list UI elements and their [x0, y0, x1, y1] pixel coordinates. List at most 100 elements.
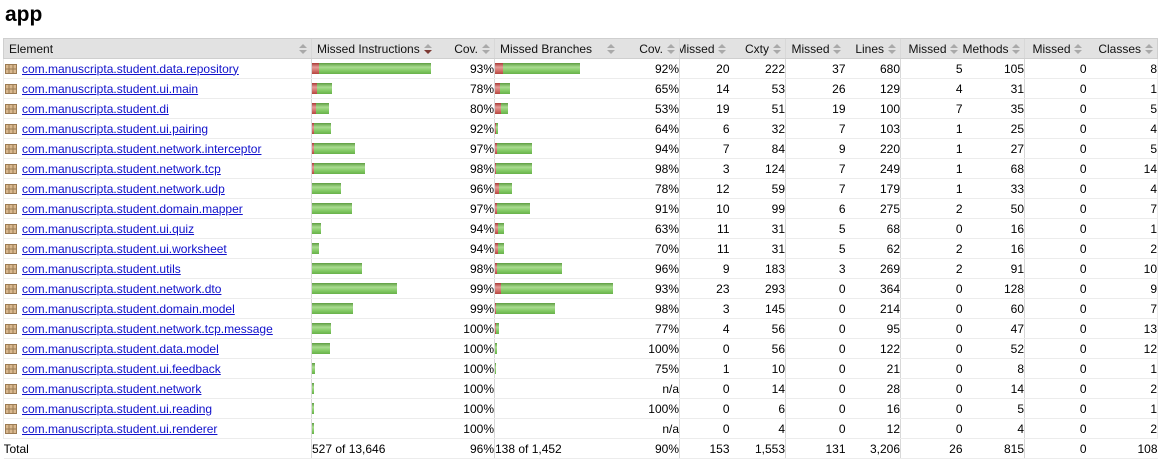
missed-methods: 0 [900, 358, 963, 379]
package-link[interactable]: com.manuscripta.student.utils [22, 261, 181, 276]
package-link[interactable]: com.manuscripta.student.data.repository [22, 61, 239, 76]
package-link[interactable]: com.manuscripta.student.ui.quiz [22, 221, 195, 236]
package-link[interactable]: com.manuscripta.student.network.intercep… [22, 141, 262, 156]
col-header-element[interactable]: Element [3, 38, 312, 59]
missed-classes: 0 [1024, 98, 1087, 119]
package-link[interactable]: com.manuscripta.student.network.tcp [22, 161, 221, 176]
package-link[interactable]: com.manuscripta.student.ui.pairing [22, 121, 209, 136]
instructions-coverage: 100% [437, 318, 495, 339]
branches-bar [495, 83, 620, 94]
col-header-label: Missed Branches [500, 41, 593, 56]
package-link[interactable]: com.manuscripta.student.ui.renderer [22, 421, 218, 436]
package-link[interactable]: com.manuscripta.student.ui.feedback [22, 361, 221, 376]
covered-bar-segment [496, 163, 532, 174]
branches-bar [496, 423, 620, 434]
package-icon [5, 223, 17, 234]
sort-arrows-icon [666, 43, 675, 54]
instructions-bar-cell [311, 298, 438, 319]
branches-bar-cell [494, 258, 620, 279]
col-header-branch-cov[interactable]: Cov. [619, 38, 680, 59]
cxty: 53 [729, 78, 786, 99]
col-header-classes[interactable]: Classes [1086, 38, 1158, 59]
package-link[interactable]: com.manuscripta.student.domain.model [22, 301, 235, 316]
table-row: com.manuscripta.student.network.intercep… [3, 138, 1158, 159]
table-row: com.manuscripta.student.network.tcp 98% 98… [3, 158, 1158, 179]
col-header-cxty[interactable]: Cxty [729, 38, 786, 59]
cxty: 4 [729, 418, 786, 439]
element-cell: com.manuscripta.student.network [3, 378, 312, 399]
missed-lines: 0 [785, 378, 846, 399]
branches-coverage: 78% [619, 178, 680, 199]
instructions-bar [312, 123, 438, 134]
missed-lines: 7 [785, 158, 846, 179]
missed-classes: 0 [1024, 378, 1087, 399]
lines: 28 [845, 378, 901, 399]
instructions-coverage: 80% [437, 98, 495, 119]
instructions-bar-cell [311, 98, 438, 119]
missed-bar-segment [495, 163, 496, 174]
instructions-coverage: 97% [437, 138, 495, 159]
branches-coverage: 93% [619, 278, 680, 299]
element-cell: com.manuscripta.student.domain.model [3, 298, 312, 319]
sort-arrows-icon [833, 43, 842, 54]
instructions-bar [312, 243, 438, 254]
missed-bar-segment [495, 63, 503, 74]
missed-methods: 0 [900, 318, 963, 339]
col-header-missed-lines[interactable]: Missed [785, 38, 846, 59]
classes: 2 [1086, 378, 1158, 399]
branches-coverage: 94% [619, 138, 680, 159]
missed-bar-segment [495, 303, 496, 314]
methods: 52 [962, 338, 1025, 359]
missed-cxty: 3 [679, 158, 730, 179]
branches-bar-cell [494, 178, 620, 199]
package-link[interactable]: com.manuscripta.student.domain.mapper [22, 201, 243, 216]
missed-classes: 0 [1024, 238, 1087, 259]
covered-bar-segment [499, 183, 512, 194]
classes: 10 [1086, 258, 1158, 279]
package-link[interactable]: com.manuscripta.student.ui.worksheet [22, 241, 227, 256]
total-missed-lines: 131 [785, 438, 846, 459]
missed-classes: 0 [1024, 78, 1087, 99]
covered-bar-segment [314, 123, 331, 134]
col-header-instr-cov[interactable]: Cov. [437, 38, 495, 59]
missed-cxty: 9 [679, 258, 730, 279]
instructions-bar-cell [311, 318, 438, 339]
missed-methods: 2 [900, 198, 963, 219]
package-icon [5, 403, 17, 414]
col-header-label: Missed [1032, 41, 1071, 56]
package-link[interactable]: com.manuscripta.student.network [22, 381, 202, 396]
package-link[interactable]: com.manuscripta.student.network.udp [22, 181, 225, 196]
missed-methods: 1 [900, 158, 963, 179]
cxty: 56 [729, 338, 786, 359]
col-header-methods[interactable]: Methods [962, 38, 1025, 59]
package-link[interactable]: com.manuscripta.student.ui.reading [22, 401, 213, 416]
total-instr-coverage: 96% [437, 438, 495, 459]
package-link[interactable]: com.manuscripta.student.data.model [22, 341, 219, 356]
col-header-lines[interactable]: Lines [845, 38, 901, 59]
package-link[interactable]: com.manuscripta.student.network.dto [22, 281, 222, 296]
col-header-missed-cxty[interactable]: Missed [679, 38, 730, 59]
col-header-missed-instructions[interactable]: Missed Instructions [311, 38, 438, 59]
col-header-missed-branches[interactable]: Missed Branches [494, 38, 620, 59]
sort-arrows-icon [1011, 43, 1020, 54]
package-link[interactable]: com.manuscripta.student.ui.main [22, 81, 199, 96]
package-link[interactable]: com.manuscripta.student.network.tcp.mess… [22, 321, 273, 336]
instructions-coverage: 99% [437, 298, 495, 319]
classes: 7 [1086, 298, 1158, 319]
branches-coverage: 63% [619, 218, 680, 239]
missed-lines: 0 [785, 318, 846, 339]
package-link[interactable]: com.manuscripta.student.di [22, 101, 169, 116]
branches-coverage: 64% [619, 118, 680, 139]
col-header-missed-classes[interactable]: Missed [1024, 38, 1087, 59]
total-missed-instructions: 527 of 13,646 [311, 438, 438, 459]
col-header-label: Missed Instructions [317, 41, 420, 56]
missed-cxty: 12 [679, 178, 730, 199]
branches-bar [495, 223, 620, 234]
col-header-missed-methods[interactable]: Missed [900, 38, 963, 59]
branches-bar-cell [494, 278, 620, 299]
missed-bar-segment [495, 203, 497, 214]
instructions-bar [312, 203, 438, 214]
covered-bar-segment [312, 223, 321, 234]
missed-bar-segment [495, 183, 499, 194]
missed-methods: 1 [900, 118, 963, 139]
